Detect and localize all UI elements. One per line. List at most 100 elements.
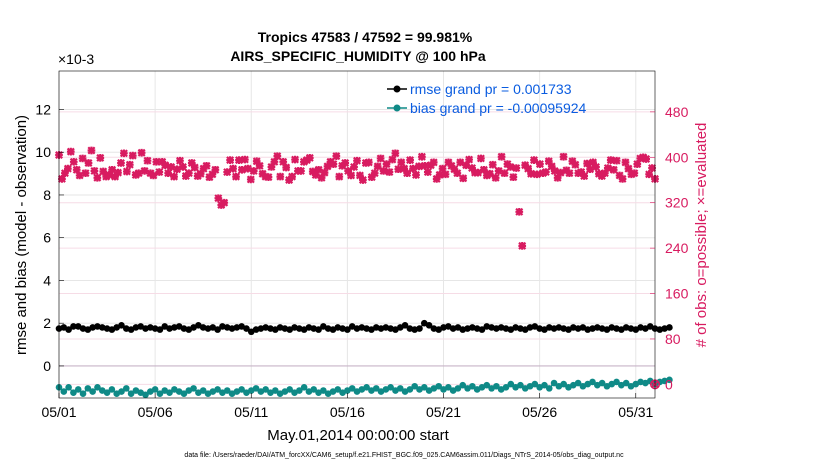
obs-marker: [282, 163, 291, 172]
obs-marker: [394, 165, 403, 174]
series-point-1: [589, 378, 596, 386]
series-point-1: [60, 388, 68, 395]
obs-marker: [423, 168, 432, 177]
series-point-1: [387, 384, 394, 391]
obs-marker: [379, 166, 388, 175]
obs-marker: [627, 170, 636, 179]
obs-marker: [391, 149, 400, 158]
obs-marker: [323, 162, 332, 171]
obs-marker: [317, 173, 326, 182]
obs-marker: [152, 157, 161, 166]
series-point-1: [348, 385, 356, 392]
obs-marker: [226, 156, 235, 165]
series-point-1: [190, 385, 197, 392]
series-point-1: [550, 379, 558, 387]
series-point-0: [243, 325, 250, 332]
series-point-1: [84, 385, 92, 392]
obs-marker: [479, 165, 488, 174]
obs-marker: [108, 165, 117, 174]
obs-marker: [211, 165, 220, 174]
obs-marker: [57, 174, 66, 183]
series-point-0: [214, 326, 221, 333]
series-point-1: [435, 382, 443, 390]
obs-marker: [382, 160, 391, 169]
obs-marker: [409, 164, 418, 173]
plot-background: [59, 71, 655, 398]
series-point-0: [156, 326, 164, 333]
obs-marker: [571, 160, 580, 169]
series-point-1: [545, 385, 553, 392]
obs-marker: [122, 167, 131, 176]
series-point-1: [223, 387, 231, 394]
obs-marker: [273, 152, 282, 161]
series-point-0: [401, 322, 409, 329]
obs-marker: [648, 164, 657, 173]
obs-marker: [456, 158, 465, 167]
obs-marker: [350, 162, 359, 171]
y-tick-label: 6: [43, 230, 51, 246]
obs-marker: [178, 162, 187, 171]
obs-marker: [288, 172, 297, 181]
obs-marker: [72, 165, 81, 174]
series-point-1: [156, 390, 164, 398]
legend-rmse-text: rmse grand pr = 0.001733: [410, 81, 572, 97]
y-tick-label: 10: [35, 144, 51, 160]
obs-marker: [462, 161, 471, 170]
obs-marker: [577, 168, 586, 177]
obs-marker: [512, 164, 521, 173]
obs-marker: [530, 156, 539, 165]
obs-marker: [335, 172, 344, 181]
obs-marker: [432, 174, 441, 183]
series-point-1: [598, 379, 606, 387]
obs-marker: [311, 170, 320, 179]
obs-marker: [347, 171, 356, 180]
series-point-0: [70, 323, 77, 330]
obs-marker: [305, 153, 314, 162]
series-point-1: [574, 379, 582, 387]
x-axis-ticks: 05/01 05/06 05/11 05/16 05/21 05/26 05/31: [41, 393, 653, 420]
series-point-1: [445, 384, 452, 391]
obs-marker: [164, 169, 173, 178]
y2-tick-label: 240: [665, 240, 689, 256]
obs-marker: [618, 174, 627, 183]
series-point-1: [122, 385, 130, 392]
obs-marker: [645, 170, 654, 179]
obs-marker: [196, 169, 205, 178]
series-point-0: [666, 324, 673, 331]
series-point-1: [310, 386, 318, 393]
series-point-1: [252, 385, 260, 392]
y2-tick-label: 480: [665, 104, 689, 120]
series-point-1: [108, 386, 116, 393]
obs-marker: [370, 169, 379, 178]
obs-marker: [276, 172, 285, 181]
obs-marker: [296, 166, 305, 175]
series-point-1: [151, 386, 159, 393]
y2-tick-label: 400: [665, 149, 689, 165]
series-point-1: [483, 381, 491, 389]
series-point-1: [406, 386, 414, 393]
series-point-1: [334, 386, 342, 393]
y-exponent-label: ×10-3: [58, 51, 94, 67]
y2-tick-label: 80: [665, 331, 681, 347]
obs-marker: [75, 171, 84, 180]
series-point-1: [180, 390, 188, 398]
obs-marker: [246, 175, 255, 184]
series-point-1: [262, 386, 269, 393]
data-file-footnote: data file: /Users/raeder/DAI/ATM_forcXX/…: [184, 452, 624, 459]
legend: rmse grand pr = 0.001733 bias grand pr =…: [387, 81, 587, 116]
series-point-1: [286, 386, 294, 393]
obs-marker: [450, 165, 459, 174]
obs-marker: [592, 162, 600, 171]
obs-marker: [468, 164, 477, 173]
x-tick-label: 05/21: [426, 404, 461, 420]
obs-marker: [78, 154, 87, 163]
obs-marker: [223, 168, 232, 177]
obs-marker: [140, 166, 149, 175]
series-point-1: [89, 388, 96, 395]
legend-bias-text: bias grand pr = -0.00095924: [410, 100, 587, 116]
obs-marker: [119, 149, 128, 158]
obs-marker: [267, 162, 276, 171]
y2-axis-ticks: 0 80 160 240 320 400 480: [650, 104, 689, 392]
y-axis-label: rmse and bias (model - observation): [13, 115, 30, 355]
obs-marker: [81, 169, 90, 178]
